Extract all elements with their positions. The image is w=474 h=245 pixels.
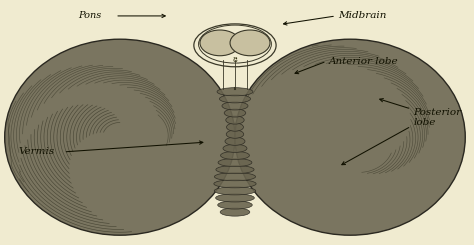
Ellipse shape [218, 159, 252, 167]
Ellipse shape [5, 39, 235, 235]
Ellipse shape [222, 102, 248, 110]
Ellipse shape [216, 194, 255, 202]
Ellipse shape [226, 116, 244, 124]
Ellipse shape [227, 123, 244, 131]
Ellipse shape [220, 208, 250, 216]
Ellipse shape [200, 30, 240, 56]
Ellipse shape [223, 144, 247, 152]
Ellipse shape [214, 172, 255, 181]
Ellipse shape [220, 151, 249, 159]
Ellipse shape [218, 201, 252, 209]
Text: Pons: Pons [78, 12, 101, 20]
Ellipse shape [214, 187, 255, 195]
Text: Midbrain: Midbrain [338, 12, 387, 20]
Text: Posterior
lobe: Posterior lobe [413, 108, 462, 127]
Ellipse shape [235, 39, 465, 235]
Ellipse shape [225, 137, 245, 145]
Text: Vermis: Vermis [19, 147, 55, 156]
Ellipse shape [224, 109, 246, 117]
Ellipse shape [219, 95, 251, 103]
Ellipse shape [216, 166, 254, 174]
Ellipse shape [226, 130, 244, 138]
Text: 8: 8 [233, 56, 237, 64]
Ellipse shape [214, 180, 256, 188]
Text: Anterior lobe: Anterior lobe [329, 57, 399, 66]
Ellipse shape [217, 88, 253, 96]
Ellipse shape [230, 30, 270, 56]
